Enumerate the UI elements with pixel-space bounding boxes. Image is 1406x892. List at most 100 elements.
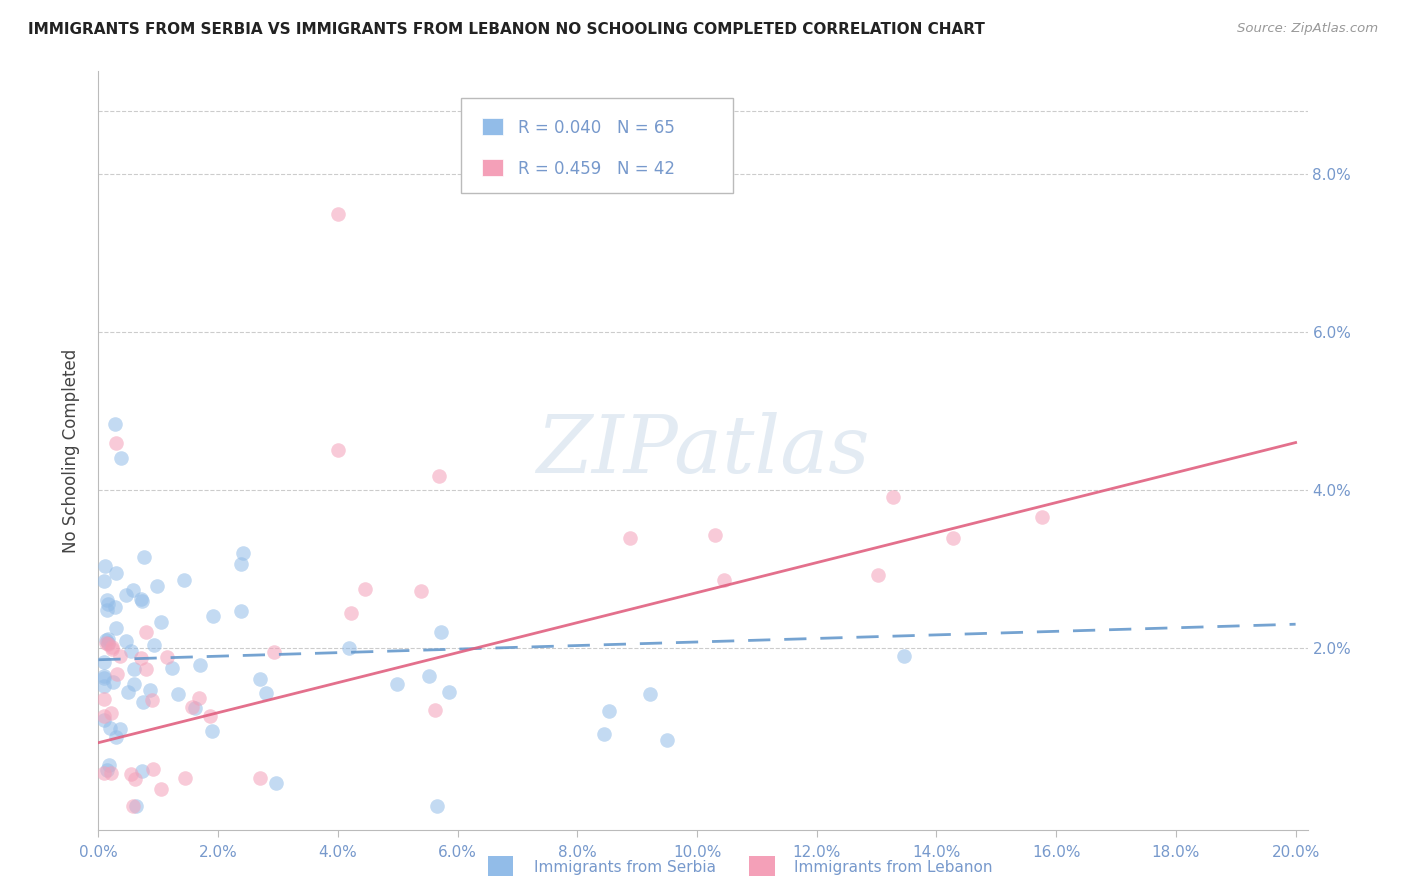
Point — [100, 765, 122, 780]
Point — [120, 767, 142, 781]
Point — [385, 677, 408, 691]
Point — [100, 641, 122, 656]
Point — [249, 772, 271, 786]
Point — [326, 443, 349, 458]
Text: Immigrants from Lebanon: Immigrants from Lebanon — [794, 860, 993, 874]
Point — [893, 649, 915, 664]
Point — [94, 632, 117, 647]
Point — [122, 582, 145, 597]
Point — [868, 568, 890, 582]
Point — [354, 582, 377, 596]
Point — [439, 685, 461, 699]
Point — [104, 600, 127, 615]
Point — [139, 682, 162, 697]
Point — [104, 417, 127, 431]
Point — [122, 662, 145, 676]
Point — [142, 762, 165, 776]
Point — [100, 640, 122, 654]
Point — [190, 658, 212, 673]
Point — [105, 667, 128, 681]
Point — [326, 206, 349, 220]
Point — [104, 621, 127, 635]
Point — [638, 688, 661, 702]
Point — [125, 798, 148, 813]
Point — [93, 574, 115, 589]
Point — [229, 604, 252, 618]
Point — [97, 598, 120, 612]
Point — [201, 723, 224, 738]
Point — [146, 578, 169, 592]
Point — [430, 624, 453, 639]
Text: R = 0.040   N = 65: R = 0.040 N = 65 — [517, 119, 675, 137]
Point — [703, 528, 725, 542]
Point — [135, 625, 157, 640]
Point — [93, 672, 115, 686]
Point — [97, 635, 120, 649]
Point — [150, 615, 173, 630]
Point — [425, 798, 447, 813]
Point — [184, 701, 207, 715]
Point — [254, 686, 277, 700]
Point — [156, 650, 179, 665]
Point — [131, 764, 153, 778]
Point — [114, 588, 136, 602]
Text: IMMIGRANTS FROM SERBIA VS IMMIGRANTS FROM LEBANON NO SCHOOLING COMPLETED CORRELA: IMMIGRANTS FROM SERBIA VS IMMIGRANTS FRO… — [28, 22, 986, 37]
Point — [93, 709, 115, 723]
Point — [135, 662, 157, 676]
Point — [93, 766, 115, 780]
FancyBboxPatch shape — [482, 119, 503, 135]
Point — [149, 782, 172, 797]
Point — [423, 703, 446, 717]
Point — [105, 566, 128, 581]
Point — [115, 634, 138, 648]
Point — [94, 636, 117, 650]
Point — [202, 608, 225, 623]
Point — [409, 583, 432, 598]
Point — [96, 603, 118, 617]
Point — [249, 672, 271, 686]
Point — [97, 632, 120, 647]
Point — [229, 557, 252, 571]
Point — [592, 727, 614, 741]
Point — [100, 706, 122, 720]
Point — [141, 693, 163, 707]
Point — [101, 675, 124, 690]
Point — [263, 645, 285, 659]
Point — [104, 731, 127, 745]
Point — [124, 772, 146, 786]
Point — [110, 451, 132, 466]
Point — [93, 713, 115, 727]
Text: Source: ZipAtlas.com: Source: ZipAtlas.com — [1237, 22, 1378, 36]
Point — [942, 532, 965, 546]
Point — [418, 668, 440, 682]
Point — [264, 775, 287, 789]
Point — [173, 772, 195, 786]
Point — [188, 690, 211, 705]
Point — [132, 550, 155, 565]
Y-axis label: No Schooling Completed: No Schooling Completed — [62, 349, 80, 552]
Point — [181, 700, 204, 714]
Point — [93, 559, 115, 574]
FancyBboxPatch shape — [482, 160, 503, 176]
Text: R = 0.459   N = 42: R = 0.459 N = 42 — [517, 160, 675, 178]
Point — [1031, 509, 1053, 524]
Point — [200, 709, 222, 723]
Point — [337, 641, 360, 656]
Point — [173, 573, 195, 587]
Point — [232, 546, 254, 560]
Point — [93, 669, 115, 683]
Point — [110, 722, 132, 736]
Point — [93, 656, 115, 670]
Point — [117, 685, 139, 699]
Text: Immigrants from Serbia: Immigrants from Serbia — [534, 860, 716, 874]
Point — [98, 721, 121, 735]
Point — [93, 691, 115, 706]
Point — [598, 704, 620, 718]
Point — [882, 490, 904, 504]
Point — [105, 435, 128, 450]
Point — [160, 661, 183, 675]
FancyBboxPatch shape — [461, 98, 734, 193]
Point — [340, 606, 363, 620]
Point — [132, 695, 155, 709]
Point — [131, 592, 153, 607]
